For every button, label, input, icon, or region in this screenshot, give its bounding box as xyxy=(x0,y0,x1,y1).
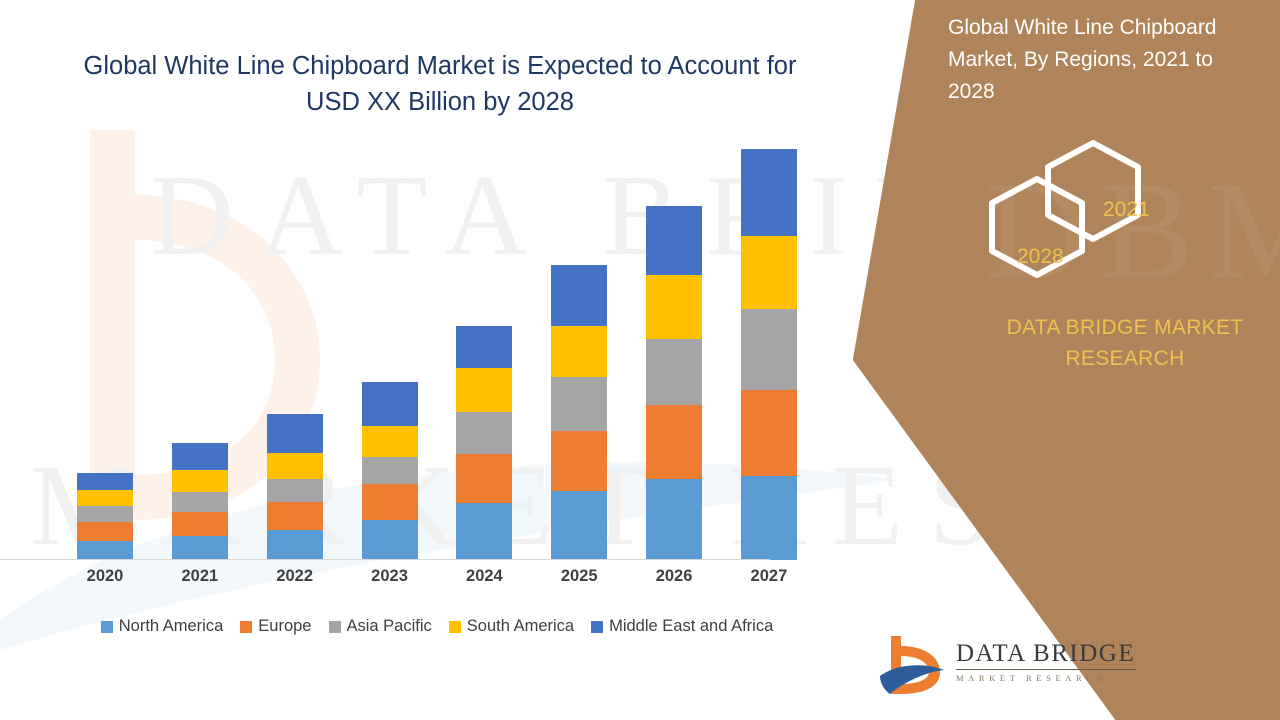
legend-item[interactable]: Asia Pacific xyxy=(328,617,432,636)
bar-segment xyxy=(646,275,703,339)
stacked-bar xyxy=(646,205,703,560)
legend-label: Asia Pacific xyxy=(346,617,432,635)
bar-segment xyxy=(646,478,703,560)
bar-segment xyxy=(551,265,608,326)
x-axis-label: 2023 xyxy=(371,567,408,585)
legend-item[interactable]: Middle East and Africa xyxy=(591,617,773,636)
legend-swatch-icon xyxy=(240,620,253,633)
bar-segment xyxy=(77,541,133,560)
bar-segment xyxy=(551,377,608,432)
panel-title: Global White Line Chipboard Market, By R… xyxy=(948,16,1217,103)
legend-label: Europe xyxy=(258,617,312,635)
legend-item[interactable]: North America xyxy=(100,617,224,636)
stacked-bar xyxy=(171,443,228,560)
x-axis-labels: 2020 2021 2022 2023 2024 2025 2026 2027 xyxy=(52,567,822,595)
bar-segment xyxy=(266,478,323,502)
legend-swatch-icon xyxy=(448,620,461,633)
x-axis-line xyxy=(0,559,770,560)
bar-segment xyxy=(171,535,228,560)
x-axis-label: 2022 xyxy=(276,567,314,585)
bar-segment xyxy=(740,389,797,477)
brand-name: DATA BRIDGE MARKET RESEARCH xyxy=(1006,316,1244,370)
bar-segment xyxy=(551,490,608,560)
chart-plot-area xyxy=(52,120,822,560)
bar-segment xyxy=(266,530,323,560)
legend-swatch-icon xyxy=(591,620,604,633)
bar-segment xyxy=(646,205,703,276)
bar-segment xyxy=(361,520,418,560)
bar-segment xyxy=(77,506,133,522)
legend-item[interactable]: Europe xyxy=(240,617,312,636)
bar-segment xyxy=(456,454,513,503)
bar-segment xyxy=(456,411,513,455)
bar-column xyxy=(730,120,808,560)
bar-column xyxy=(66,120,144,560)
x-axis-label: 2020 xyxy=(86,567,124,585)
bar-segment xyxy=(361,381,418,426)
bar-column xyxy=(635,120,713,560)
bar-segment xyxy=(361,425,418,457)
bar-segment xyxy=(266,501,323,531)
bar-segment xyxy=(77,473,133,490)
bar-segment xyxy=(456,325,513,368)
bar-segment xyxy=(171,469,228,492)
bar-segment xyxy=(646,404,703,479)
bar-segment xyxy=(266,453,323,479)
bar-column xyxy=(445,120,523,560)
hexagon-outline-icon xyxy=(989,140,1141,278)
stacked-bar xyxy=(361,381,418,560)
bar-segment xyxy=(266,413,323,454)
bar-group xyxy=(52,120,822,560)
legend-label: Middle East and Africa xyxy=(609,617,774,635)
bar-segment xyxy=(551,431,608,491)
stacked-bar xyxy=(77,473,133,560)
legend-swatch-icon xyxy=(328,620,341,633)
bar-segment xyxy=(77,489,133,507)
legend-label: North America xyxy=(118,617,224,635)
x-axis-label: 2025 xyxy=(560,567,598,585)
bar-segment xyxy=(740,235,797,310)
x-axis-label: 2021 xyxy=(181,567,219,585)
legend-item[interactable]: South America xyxy=(448,617,575,636)
bar-column xyxy=(161,120,239,560)
legend-swatch-icon xyxy=(100,620,113,633)
chart-title: Global White Line Chipboard Market is Ex… xyxy=(83,52,797,116)
bar-segment xyxy=(456,502,513,560)
bar-segment xyxy=(361,484,418,521)
bar-segment xyxy=(740,476,797,560)
bar-column xyxy=(351,120,429,560)
logo-main-text: DATA BRIDGE xyxy=(956,640,1136,670)
hex-year-2021: 2021 xyxy=(1103,198,1150,221)
bar-segment xyxy=(740,148,797,236)
x-axis-label: 2026 xyxy=(655,567,693,585)
bar-segment xyxy=(171,511,228,536)
bar-segment xyxy=(361,456,418,485)
legend-label: South America xyxy=(466,617,575,635)
bar-segment xyxy=(551,325,608,378)
stacked-bar xyxy=(551,265,608,560)
logo-sub-text: MARKET RESEARCH xyxy=(956,673,1108,683)
bar-column xyxy=(256,120,334,560)
bar-segment xyxy=(740,309,797,390)
dbmr-logo-mark-icon xyxy=(880,636,944,694)
bar-segment xyxy=(171,443,228,470)
dbmr-logo-text: DATA BRIDGE MARKET RESEARCH xyxy=(956,640,1136,683)
bar-segment xyxy=(77,521,133,542)
bar-column xyxy=(540,120,618,560)
hex-year-2028: 2028 xyxy=(1017,245,1064,268)
x-axis-label: 2027 xyxy=(750,567,788,585)
chart-legend: North America Europe Asia Pacific South Ame… xyxy=(52,617,822,636)
x-axis-label: 2024 xyxy=(466,567,503,585)
stacked-bar xyxy=(740,148,797,560)
bar-segment xyxy=(646,338,703,405)
stacked-bar xyxy=(266,413,323,560)
bar-segment xyxy=(456,367,513,412)
stacked-bar xyxy=(456,325,513,560)
bar-segment xyxy=(171,491,228,512)
hexagon-badges: 2021 2028 xyxy=(975,135,1175,285)
dbmr-logo: DATA BRIDGE MARKET RESEARCH xyxy=(878,632,1136,704)
